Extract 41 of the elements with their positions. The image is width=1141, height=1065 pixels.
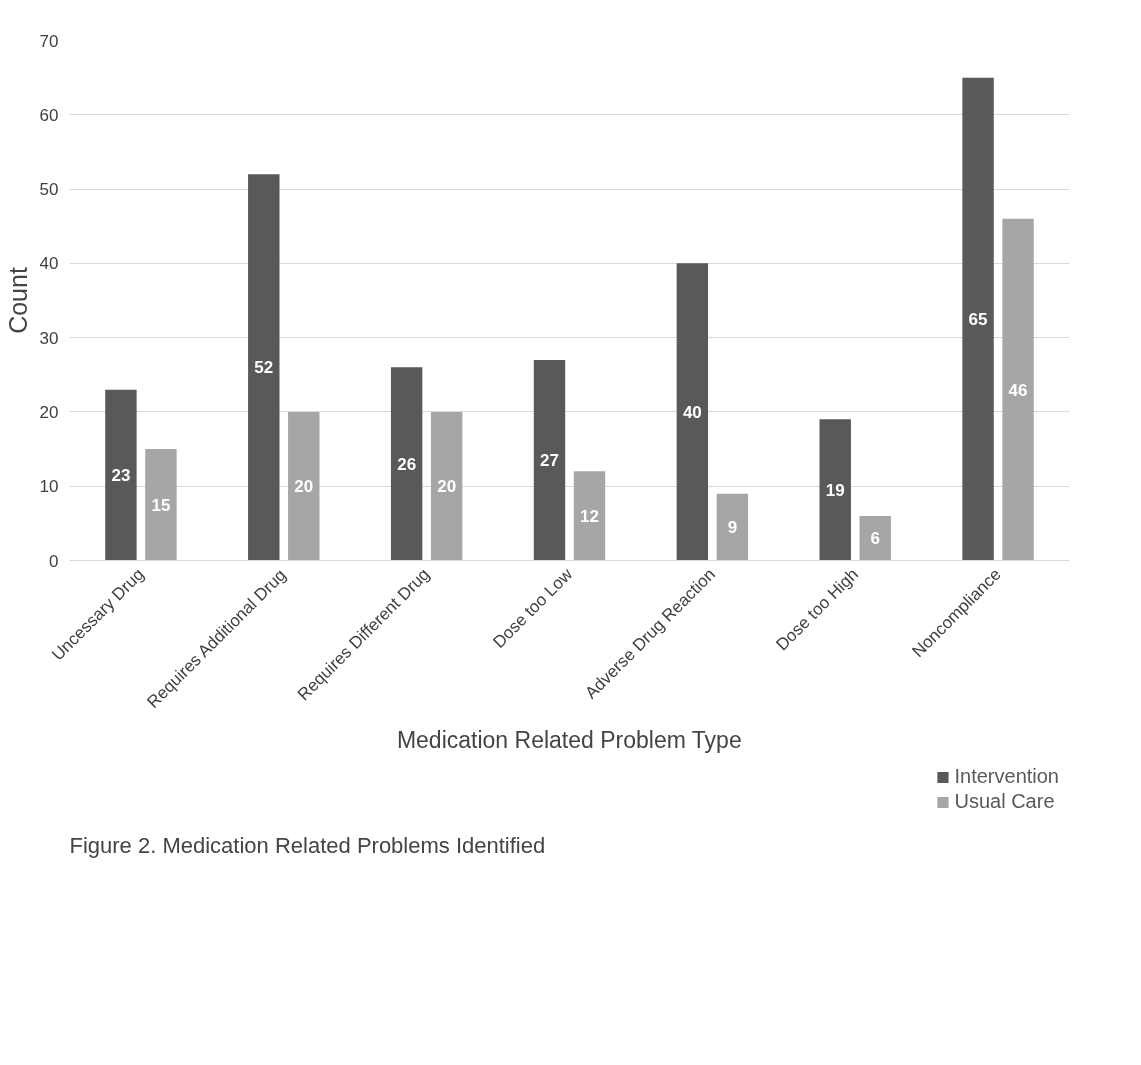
data-label: 26 — [397, 454, 417, 474]
y-tick-label: 70 — [39, 31, 59, 51]
caption: Figure 2. Medication Related Problems Identified — [69, 832, 546, 858]
bar — [430, 411, 463, 561]
y-tick-label: 40 — [39, 254, 59, 274]
bar — [859, 515, 891, 561]
bar — [819, 419, 851, 561]
y-tick-label: 0 — [49, 551, 59, 571]
data-label: 6 — [870, 529, 880, 549]
bar — [1002, 218, 1034, 561]
bar — [390, 367, 423, 561]
bar — [105, 389, 137, 561]
data-label: 40 — [682, 402, 702, 422]
data-label: 23 — [111, 466, 131, 486]
legend-label: Intervention — [954, 765, 1059, 788]
data-label: 46 — [1008, 380, 1028, 400]
data-label: 65 — [968, 310, 988, 330]
data-label: 20 — [294, 477, 314, 497]
data-label: 15 — [151, 495, 171, 515]
y-axis-title: Count — [3, 267, 32, 334]
bar — [573, 471, 606, 561]
bar — [288, 411, 320, 561]
y-tick-label: 10 — [39, 477, 59, 497]
y-tick-label: 60 — [39, 105, 59, 125]
bar — [248, 174, 280, 561]
data-label: 12 — [580, 506, 599, 526]
data-label: 9 — [727, 518, 738, 538]
data-label: 27 — [540, 451, 559, 471]
data-label: 20 — [437, 477, 457, 497]
y-tick-label: 50 — [39, 180, 59, 200]
y-tick-label: 30 — [39, 328, 59, 348]
bar — [716, 493, 749, 561]
data-label: 19 — [825, 480, 845, 500]
legend-label: Usual Care — [954, 790, 1055, 813]
data-label: 52 — [254, 358, 274, 378]
bar — [145, 449, 177, 561]
bar — [533, 359, 566, 561]
bar — [962, 77, 994, 561]
x-axis-title: Medication Related Problem Type — [396, 726, 742, 753]
bar — [676, 263, 709, 561]
y-tick-label: 20 — [39, 402, 59, 422]
